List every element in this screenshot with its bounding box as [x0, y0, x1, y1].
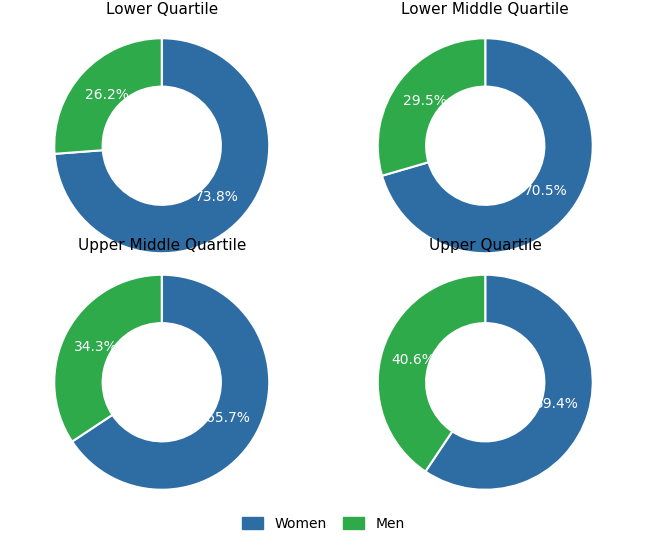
Wedge shape	[382, 39, 593, 253]
Text: 70.5%: 70.5%	[523, 184, 567, 198]
Text: 26.2%: 26.2%	[85, 87, 129, 102]
Wedge shape	[72, 275, 269, 490]
Text: 40.6%: 40.6%	[391, 353, 435, 367]
Legend: Women, Men: Women, Men	[236, 510, 411, 537]
Title: Lower Quartile: Lower Quartile	[105, 2, 218, 16]
Wedge shape	[378, 39, 485, 176]
Wedge shape	[54, 275, 162, 442]
Text: 59.4%: 59.4%	[535, 397, 579, 411]
Text: 29.5%: 29.5%	[403, 94, 447, 108]
Title: Lower Middle Quartile: Lower Middle Quartile	[401, 2, 569, 16]
Title: Upper Quartile: Upper Quartile	[429, 238, 542, 253]
Text: 65.7%: 65.7%	[206, 411, 250, 425]
Text: 34.3%: 34.3%	[74, 339, 117, 354]
Title: Upper Middle Quartile: Upper Middle Quartile	[78, 238, 246, 253]
Wedge shape	[425, 275, 593, 490]
Text: 73.8%: 73.8%	[195, 190, 239, 204]
Wedge shape	[378, 275, 485, 471]
Wedge shape	[54, 39, 269, 253]
Wedge shape	[54, 39, 162, 154]
